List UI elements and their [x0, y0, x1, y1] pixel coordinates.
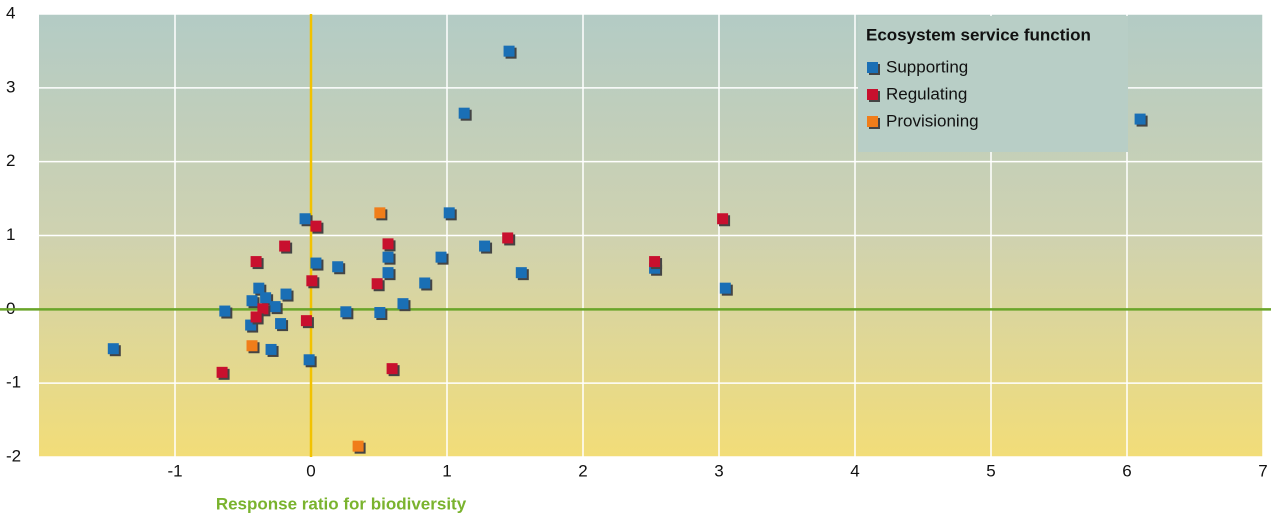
y-tick-label: 2 [6, 151, 15, 170]
point [502, 232, 514, 244]
legend-label: Provisioning [886, 111, 979, 130]
x-tick-label: 5 [986, 461, 995, 480]
point [219, 305, 231, 317]
point [374, 207, 386, 219]
point [503, 45, 515, 57]
x-tick-label: 1 [442, 461, 451, 480]
point [310, 257, 322, 269]
point [382, 238, 394, 250]
point [250, 256, 262, 268]
x-tick-label: 7 [1258, 461, 1267, 480]
point [1134, 113, 1146, 125]
point [245, 319, 257, 331]
point [443, 207, 455, 219]
point [299, 213, 311, 225]
point [479, 240, 491, 252]
legend-swatch [867, 62, 878, 73]
point [265, 343, 277, 355]
x-tick-label: 4 [850, 461, 859, 480]
point [253, 282, 265, 294]
legend-title: Ecosystem service function [866, 25, 1091, 44]
point [371, 278, 383, 290]
point [382, 251, 394, 263]
point [435, 251, 447, 263]
point [397, 298, 409, 310]
x-tick-label: 2 [578, 461, 587, 480]
y-tick-label: 3 [6, 77, 15, 96]
x-tick-label: -1 [167, 461, 182, 480]
point [717, 213, 729, 225]
point [260, 292, 272, 304]
point [246, 295, 258, 307]
point [719, 282, 731, 294]
legend-swatch [867, 89, 878, 100]
point [250, 311, 262, 323]
point [303, 354, 315, 366]
x-tick-label: 3 [714, 461, 723, 480]
point [275, 318, 287, 330]
point [310, 220, 322, 232]
point [352, 440, 364, 452]
point [419, 277, 431, 289]
point [300, 315, 312, 327]
point [306, 275, 318, 287]
point [246, 340, 258, 352]
x-tick-label: 0 [306, 461, 315, 480]
y-tick-label: 1 [6, 225, 15, 244]
legend-swatch [867, 116, 878, 127]
point [515, 267, 527, 279]
x-tick-label: 6 [1122, 461, 1131, 480]
point [280, 288, 292, 300]
point [340, 306, 352, 318]
y-tick-label: 4 [6, 3, 15, 22]
point [374, 307, 386, 319]
point [279, 240, 291, 252]
point [269, 301, 281, 313]
y-tick-label: -1 [6, 373, 21, 392]
point [216, 366, 228, 378]
legend-label: Regulating [886, 84, 967, 103]
point [649, 256, 661, 268]
point [458, 107, 470, 119]
legend-box [858, 16, 1128, 152]
x-axis-label: Response ratio for biodiversity [216, 494, 467, 513]
legend-label: Supporting [886, 57, 968, 76]
point [107, 343, 119, 355]
point [332, 261, 344, 273]
point [257, 303, 269, 315]
y-tick-label: -2 [6, 446, 21, 465]
point [382, 267, 394, 279]
point [386, 363, 398, 375]
